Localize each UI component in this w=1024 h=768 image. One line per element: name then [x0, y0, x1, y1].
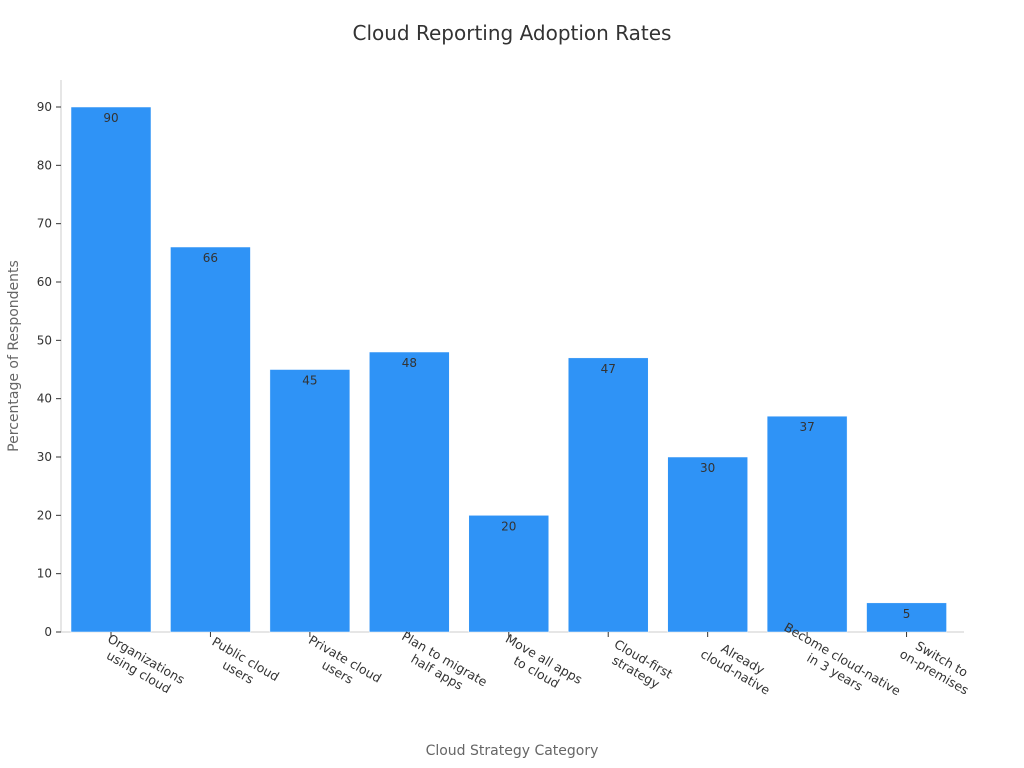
bars: 90 66 45 48 20 47 30 37 5 — [70, 106, 947, 633]
data-label: 48 — [402, 356, 417, 370]
y-tick-label: 90 — [37, 100, 52, 114]
x-tick-label: Become cloud-nativein 3 years — [774, 619, 904, 711]
bar — [369, 351, 450, 633]
bar — [269, 369, 351, 633]
y-ticks: 0 10 20 30 40 50 60 70 80 90 — [37, 100, 61, 639]
x-tick-label: Public cloudusers — [202, 634, 282, 697]
data-label: 45 — [302, 374, 317, 388]
data-label: 5 — [903, 607, 911, 621]
bar — [766, 415, 848, 633]
bar — [866, 602, 947, 633]
x-axis-label: Cloud Strategy Category — [426, 743, 599, 759]
bar — [468, 515, 550, 633]
bar — [70, 106, 152, 633]
y-tick-label: 60 — [37, 275, 52, 289]
y-tick-label: 70 — [37, 217, 52, 231]
y-tick-label: 10 — [37, 567, 52, 581]
y-tick-label: 20 — [37, 508, 52, 522]
y-tick-label: 50 — [37, 333, 52, 347]
x-tick-label: Cloud-firststrategy — [604, 636, 675, 694]
x-tick-label: Private cloudusers — [299, 632, 384, 699]
data-label: 90 — [103, 111, 118, 125]
x-tick-label: Alreadycloud-native — [698, 633, 780, 698]
bar — [170, 246, 251, 633]
y-tick-label: 0 — [44, 625, 52, 639]
data-label: 47 — [601, 362, 616, 376]
data-label: 66 — [203, 251, 218, 265]
x-tick-label: Plan to migratehalf apps — [392, 628, 490, 702]
data-label: 37 — [799, 420, 814, 434]
x-tick-label: Move all appsto cloud — [495, 631, 585, 700]
bar — [567, 357, 649, 633]
chart-title: Cloud Reporting Adoption Rates — [353, 21, 672, 45]
y-tick-label: 80 — [37, 158, 52, 172]
x-tick-label: Switch toon-premises — [897, 633, 979, 697]
x-ticks: Organizationsusing cloud Public clouduser… — [98, 619, 979, 711]
y-tick-label: 30 — [37, 450, 52, 464]
data-label: 20 — [501, 519, 516, 533]
x-tick-label: Organizationsusing cloud — [98, 631, 188, 700]
bar — [667, 456, 748, 633]
y-tick-label: 40 — [37, 392, 52, 406]
data-label: 30 — [700, 461, 715, 475]
y-axis-label: Percentage of Respondents — [6, 260, 22, 452]
